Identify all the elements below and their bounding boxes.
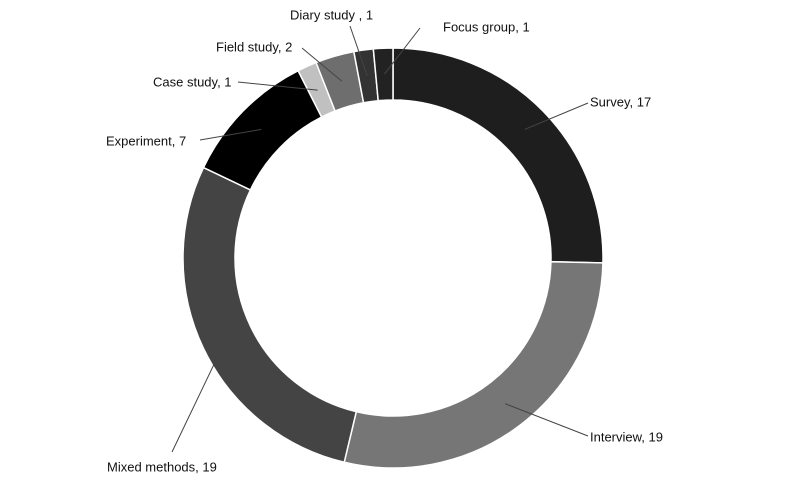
donut-segment — [372, 47, 394, 102]
leader-line — [199, 128, 262, 141]
data-label: Field study, 2 — [216, 39, 292, 54]
leader-line — [505, 403, 589, 437]
leader-line — [301, 47, 343, 82]
leader-line — [383, 27, 421, 75]
data-label: Mixed methods, 19 — [107, 459, 217, 474]
leader-line — [349, 25, 368, 76]
leader-line — [237, 81, 318, 91]
donut-segment — [343, 260, 604, 469]
data-label: Focus group, 1 — [443, 19, 530, 34]
data-label: Diary study , 1 — [290, 7, 373, 22]
data-label: Case study, 1 — [153, 74, 232, 89]
data-label: Interview, 19 — [590, 429, 663, 444]
leader-line — [524, 102, 589, 130]
donut-segment — [392, 47, 604, 264]
data-label: Experiment, 7 — [106, 133, 186, 148]
data-label: Survey, 17 — [590, 94, 651, 109]
leader-line — [171, 337, 228, 453]
donut-segment — [182, 166, 358, 464]
